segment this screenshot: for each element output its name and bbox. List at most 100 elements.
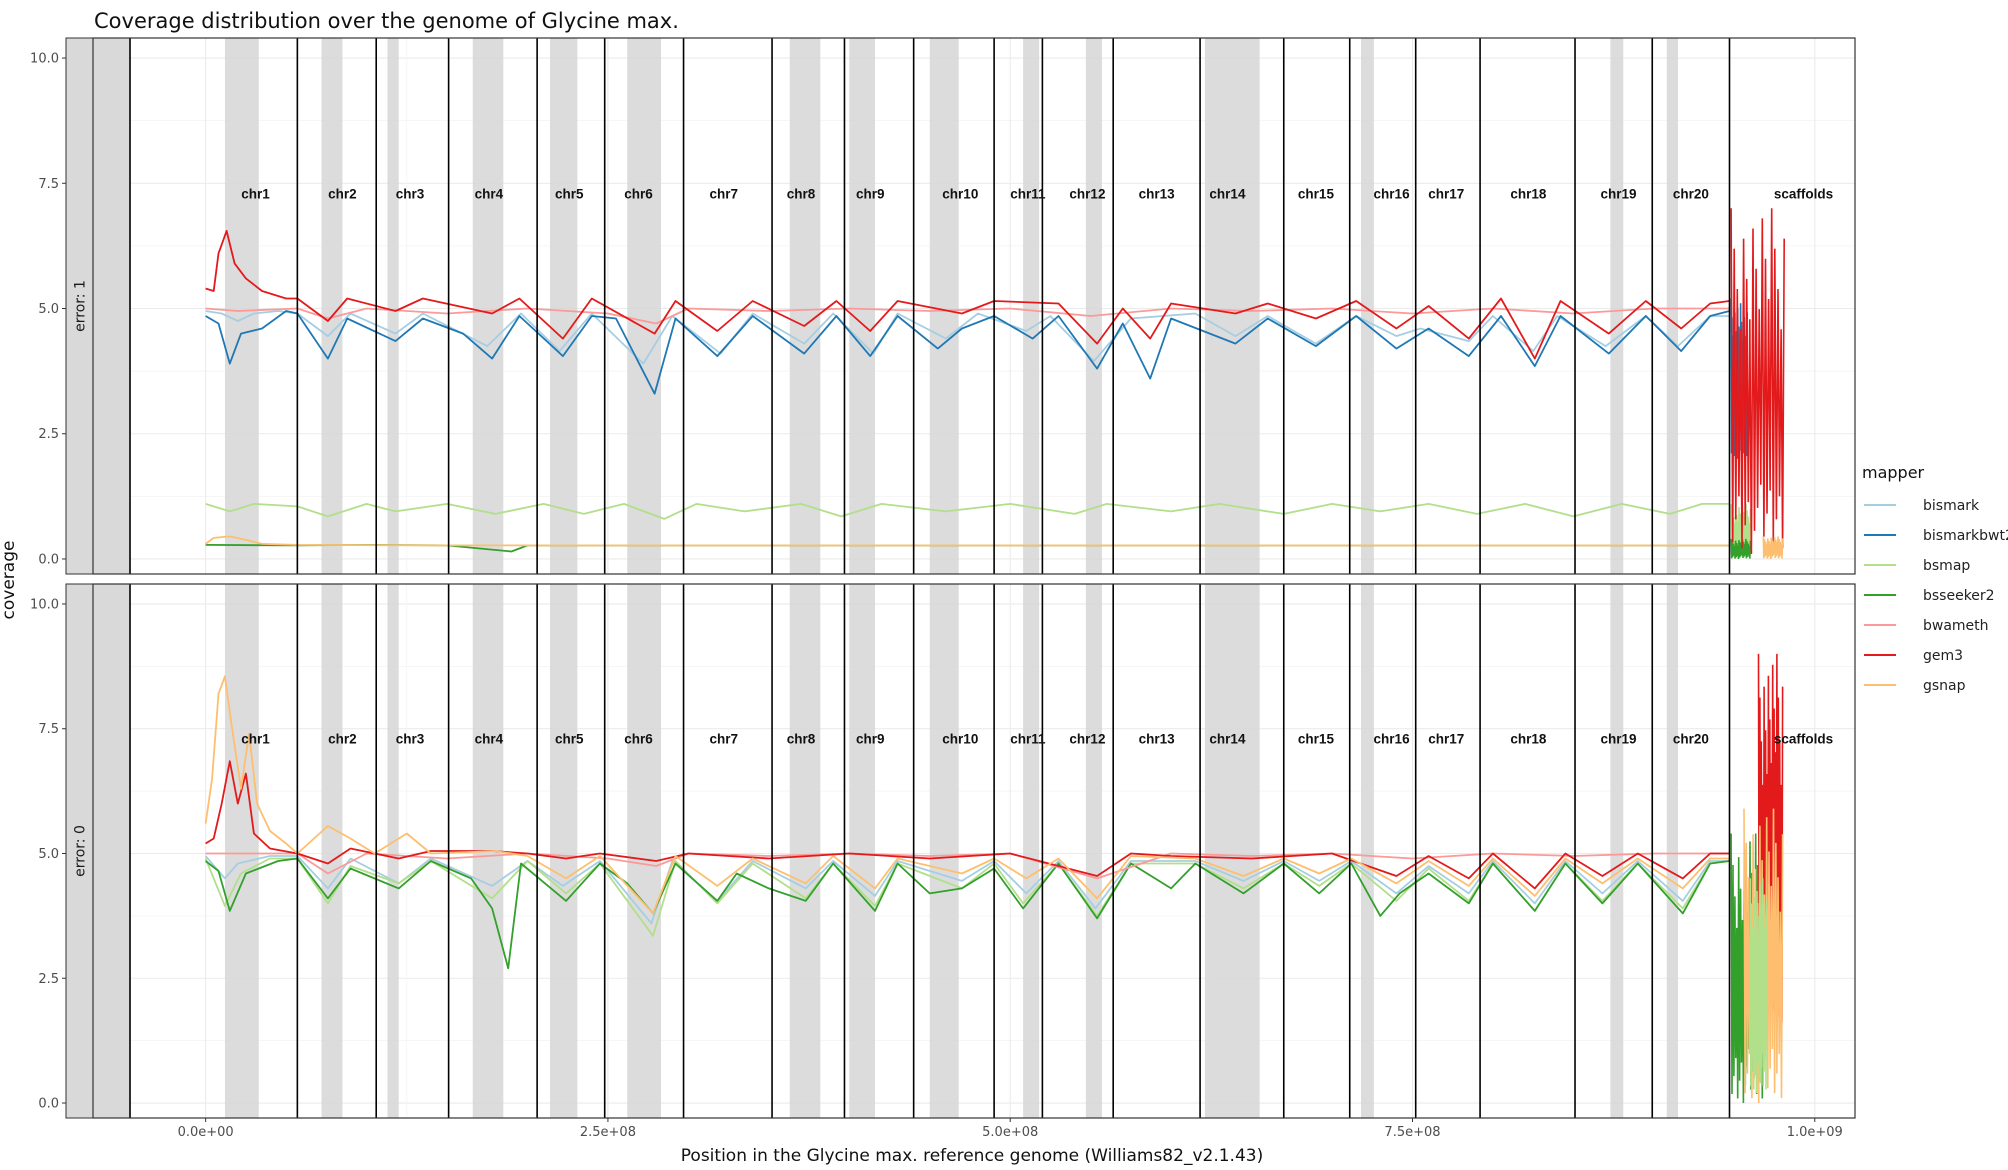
shade-chr16 bbox=[1360, 38, 1374, 574]
shade-chr1 bbox=[224, 38, 259, 574]
chromosome-label-chr11: chr11 bbox=[1010, 186, 1046, 201]
chromosome-label-chr11: chr11 bbox=[1010, 732, 1046, 747]
y-axis-title: coverage bbox=[0, 541, 19, 620]
chromosome-label-chr14: chr14 bbox=[1209, 186, 1246, 201]
chromosome-label-chr8: chr8 bbox=[787, 732, 816, 747]
leading-shade bbox=[93, 38, 131, 574]
chromosome-label-chr1: chr1 bbox=[241, 186, 270, 201]
chromosome-label-chr9: chr9 bbox=[856, 186, 885, 201]
chromosome-label-chr19: chr19 bbox=[1600, 732, 1636, 747]
shade-chr3 bbox=[387, 584, 399, 1118]
scaffold-trace-bsmap bbox=[1749, 878, 1768, 1094]
scaffold-trace-gsnap bbox=[1762, 536, 1784, 560]
legend-item-bwameth: bwameth bbox=[1864, 618, 1989, 634]
panel-error-1: error: 1 chr1 chr2 chr3 chr4 chr5 chr6 chr7 chr8… bbox=[30, 37, 1856, 575]
shade-chr4 bbox=[472, 38, 504, 574]
legend-item-bsseeker2: bsseeker2 bbox=[1864, 588, 1995, 604]
legend-label: bsseeker2 bbox=[1923, 588, 1995, 604]
shade-chr8 bbox=[789, 584, 821, 1118]
shade-chr11 bbox=[1023, 584, 1040, 1118]
chromosome-label-chr17: chr17 bbox=[1428, 732, 1464, 747]
legend-label: bismark bbox=[1923, 498, 1980, 514]
leading-shade bbox=[93, 584, 131, 1118]
chromosome-label-chr2: chr2 bbox=[328, 732, 357, 747]
x-tick-label: 2.5e+08 bbox=[580, 1125, 636, 1140]
chromosome-label-chr1: chr1 bbox=[241, 732, 270, 747]
shade-chr9 bbox=[849, 38, 876, 574]
legend-item-gsnap: gsnap bbox=[1864, 678, 1966, 694]
panel-background bbox=[93, 38, 1855, 574]
chromosome-label-chr5: chr5 bbox=[555, 732, 584, 747]
legend-item-gem3: gem3 bbox=[1864, 648, 1963, 664]
chromosome-label-chr13: chr13 bbox=[1139, 732, 1176, 747]
series-line-gsnap bbox=[205, 535, 1730, 547]
shade-chr20 bbox=[1666, 584, 1678, 1118]
legend-label: bwameth bbox=[1923, 618, 1989, 634]
legend-title: mapper bbox=[1862, 463, 1925, 482]
scaffold-trace-bsseeker2 bbox=[1730, 538, 1752, 560]
chromosome-label-chr20: chr20 bbox=[1673, 732, 1709, 747]
shade-chr2 bbox=[321, 584, 343, 1118]
chromosome-label-chr12: chr12 bbox=[1069, 732, 1105, 747]
shade-chr8 bbox=[789, 38, 821, 574]
chromosome-label-chr6: chr6 bbox=[624, 732, 653, 747]
x-tick-label: 1.0e+09 bbox=[1787, 1125, 1843, 1140]
legend-label: bsmap bbox=[1923, 558, 1970, 574]
chromosome-label-chr16: chr16 bbox=[1374, 732, 1411, 747]
chromosome-label-chr10: chr10 bbox=[942, 732, 978, 747]
legend-label: gem3 bbox=[1923, 648, 1963, 664]
shade-chr1 bbox=[224, 584, 259, 1118]
chromosome-label-chr6: chr6 bbox=[624, 186, 653, 201]
chromosome-label-chr8: chr8 bbox=[787, 186, 816, 201]
series-line-bwameth bbox=[205, 307, 1730, 325]
chromosome-label-chr7: chr7 bbox=[710, 732, 739, 747]
chart-title: Coverage distribution over the genome of… bbox=[94, 9, 679, 33]
legend-label: bismarkbwt2 bbox=[1923, 528, 2008, 544]
chromosome-label-chr10: chr10 bbox=[942, 186, 978, 201]
y-tick-label: 10.0 bbox=[30, 52, 59, 67]
chromosome-label-chr18: chr18 bbox=[1510, 186, 1547, 201]
chromosome-label-chr3: chr3 bbox=[396, 186, 425, 201]
chromosome-label-chr15: chr15 bbox=[1298, 186, 1335, 201]
chromosome-label-chr9: chr9 bbox=[856, 732, 885, 747]
x-tick-label: 0.0e+00 bbox=[178, 1125, 234, 1140]
chromosome-label-chr15: chr15 bbox=[1298, 732, 1335, 747]
chromosome-label-chr20: chr20 bbox=[1673, 186, 1709, 201]
shade-chr3 bbox=[387, 38, 399, 574]
facet-strip-label: error: 0 bbox=[73, 825, 89, 877]
shade-chr11 bbox=[1023, 38, 1040, 574]
chromosome-label-chr4: chr4 bbox=[475, 732, 504, 747]
chromosome-label-chr3: chr3 bbox=[396, 732, 425, 747]
chromosome-label-chr5: chr5 bbox=[555, 186, 584, 201]
y-tick-label: 2.5 bbox=[38, 427, 59, 442]
legend-item-bsmap: bsmap bbox=[1864, 558, 1970, 574]
facet-strip bbox=[65, 37, 94, 575]
y-tick-label: 5.0 bbox=[38, 302, 59, 317]
panel-background bbox=[93, 584, 1855, 1118]
shade-chr6 bbox=[627, 38, 662, 574]
chromosome-label-chr17: chr17 bbox=[1428, 186, 1464, 201]
facet-strip-label: error: 1 bbox=[73, 280, 89, 332]
legend-label: gsnap bbox=[1923, 678, 1966, 694]
shade-chr5 bbox=[549, 38, 578, 574]
shade-chr12 bbox=[1085, 38, 1102, 574]
panel-border bbox=[92, 37, 1856, 575]
shade-chr19 bbox=[1610, 584, 1624, 1118]
chromosome-label-chr2: chr2 bbox=[328, 186, 357, 201]
y-tick-label: 2.5 bbox=[38, 972, 59, 987]
series-line-gsnap bbox=[204, 675, 1730, 915]
y-tick-label: 0.0 bbox=[38, 552, 59, 567]
shade-chr16 bbox=[1360, 584, 1374, 1118]
y-tick-label: 5.0 bbox=[38, 847, 59, 862]
facet-strip bbox=[65, 583, 94, 1119]
series-line-gem3 bbox=[205, 760, 1730, 890]
y-tick-label: 0.0 bbox=[38, 1097, 59, 1112]
panel-error-0: error: 0 chr1 chr2 chr3 chr4 chr5 chr6 chr7 chr8… bbox=[30, 583, 1856, 1140]
shade-chr6 bbox=[627, 584, 662, 1118]
chromosome-label-chr16: chr16 bbox=[1374, 186, 1411, 201]
chromosome-label-chr13: chr13 bbox=[1139, 186, 1176, 201]
chromosome-label-chr7: chr7 bbox=[710, 186, 739, 201]
x-tick-label: 5.0e+08 bbox=[982, 1125, 1038, 1140]
x-axis-title: Position in the Glycine max. reference g… bbox=[681, 1146, 1263, 1166]
y-tick-label: 10.0 bbox=[30, 597, 59, 612]
